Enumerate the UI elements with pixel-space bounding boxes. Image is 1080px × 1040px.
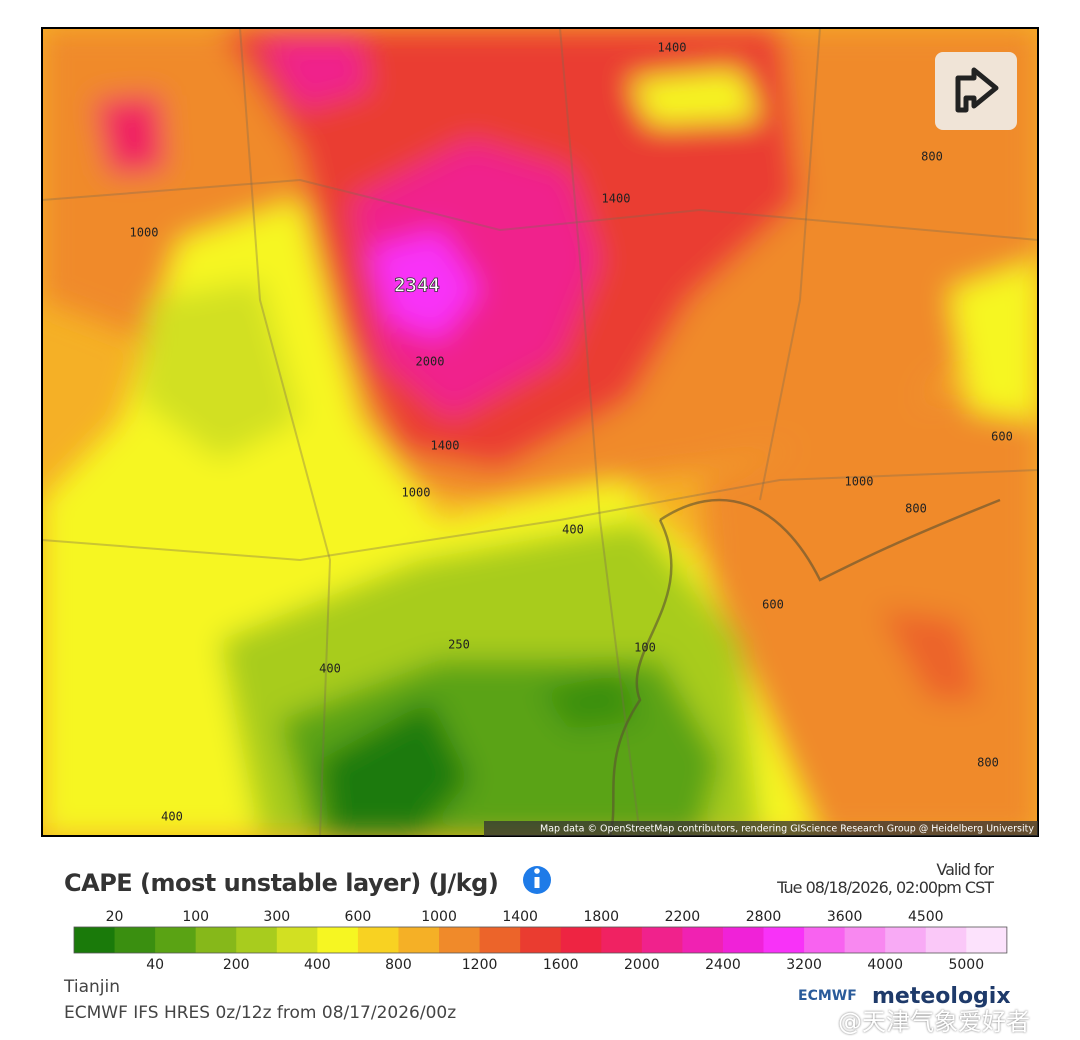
- contour-label: 1400: [431, 439, 460, 453]
- colorbar-swatch: [520, 927, 562, 953]
- colorbar-label: 4500: [908, 909, 944, 925]
- colorbar-label: 400: [304, 957, 331, 973]
- colorbar-label: 1000: [421, 909, 457, 925]
- colorbar-swatch: [439, 927, 481, 953]
- colorbar-swatch: [804, 927, 846, 953]
- colorbar-label: 5000: [948, 957, 984, 973]
- contour-label: 400: [562, 523, 584, 537]
- colorbar-swatch: [398, 927, 440, 953]
- colorbar-swatch: [601, 927, 643, 953]
- logo-meteologix: meteologix: [872, 984, 1011, 1009]
- colorbar-swatch: [276, 927, 318, 953]
- colorbar-label: 3200: [786, 957, 822, 973]
- contour-label: 1400: [602, 192, 631, 206]
- colorbar-swatch: [966, 927, 1008, 953]
- colorbar-label: 1800: [583, 909, 619, 925]
- contour-label: 1000: [130, 226, 159, 240]
- contour-label: 2344: [394, 275, 440, 297]
- colorbar-swatch: [682, 927, 724, 953]
- colorbar-frame: [73, 926, 1008, 954]
- contour-label: 100: [634, 641, 656, 655]
- valid-time: Tue 08/18/2026, 02:00pm CST: [777, 878, 994, 897]
- colorbar-label: 100: [182, 909, 209, 925]
- colorbar-swatch: [885, 927, 927, 953]
- colorbar-swatch: [114, 927, 156, 953]
- model: ECMWF IFS HRES 0z/12z from 08/17/2026/00…: [64, 1003, 457, 1023]
- share-button[interactable]: [935, 52, 1017, 130]
- attribution: Map data © OpenStreetMap contributors, r…: [540, 824, 1034, 835]
- legend-title: CAPE (most unstable layer) (J/kg): [64, 869, 499, 897]
- colorbar-label: 600: [345, 909, 372, 925]
- colorbar-swatch: [155, 927, 197, 953]
- colorbar-label: 800: [385, 957, 412, 973]
- contour-label: 1400: [658, 41, 687, 55]
- contour-label: 1000: [402, 486, 431, 500]
- colorbar-swatch: [641, 927, 683, 953]
- watermark: @天津气象爱好者: [838, 1008, 1030, 1036]
- colorbar-swatch: [357, 927, 399, 953]
- colorbar-swatch: [74, 927, 116, 953]
- contour-label: 800: [921, 150, 943, 164]
- colorbar-label: 3600: [827, 909, 863, 925]
- colorbar-swatch: [236, 927, 278, 953]
- contour-label: 400: [161, 810, 183, 824]
- colorbar-swatch: [763, 927, 805, 953]
- colorbar-label: 2000: [624, 957, 660, 973]
- colorbar-label: 1200: [462, 957, 498, 973]
- colorbar-label: 40: [146, 957, 164, 973]
- cape-map: 1400 1000 1400 800 2344 2000 1400 1000 600 1000 80…: [42, 28, 1038, 836]
- colorbar: 20 40 100 200 300 400 600 800 1000 1200 1400 1600 18…: [73, 909, 1008, 973]
- colorbar-label: 4000: [867, 957, 903, 973]
- colorbar-label: 200: [223, 957, 250, 973]
- location: Tianjin: [64, 977, 120, 997]
- colorbar-label: 2800: [746, 909, 782, 925]
- colorbar-swatch: [317, 927, 359, 953]
- colorbar-swatch: [925, 927, 967, 953]
- contour-label: 400: [319, 662, 341, 676]
- colorbar-label: 2200: [665, 909, 701, 925]
- colorbar-label: 1400: [502, 909, 538, 925]
- contour-label: 800: [977, 756, 999, 770]
- contour-label: 250: [448, 638, 470, 652]
- colorbar-label: 300: [263, 909, 290, 925]
- attribution-bg: [484, 821, 1038, 836]
- contour-label: 1000: [845, 475, 874, 489]
- valid-label: Valid for: [936, 860, 994, 879]
- info-icon[interactable]: [523, 866, 551, 894]
- colorbar-label: 20: [106, 909, 124, 925]
- contour-label: 600: [762, 598, 784, 612]
- colorbar-swatch: [560, 927, 602, 953]
- colorbar-swatch: [722, 927, 765, 953]
- logo-ecmwf: ECMWF: [798, 988, 857, 1004]
- contour-label: 800: [905, 502, 927, 516]
- contour-label: 600: [991, 430, 1013, 444]
- contour-label: 2000: [416, 355, 445, 369]
- colorbar-swatch: [844, 927, 886, 953]
- colorbar-label: 1600: [543, 957, 579, 973]
- colorbar-swatch: [195, 927, 237, 953]
- colorbar-label: 2400: [705, 957, 741, 973]
- colorbar-swatch: [479, 927, 521, 953]
